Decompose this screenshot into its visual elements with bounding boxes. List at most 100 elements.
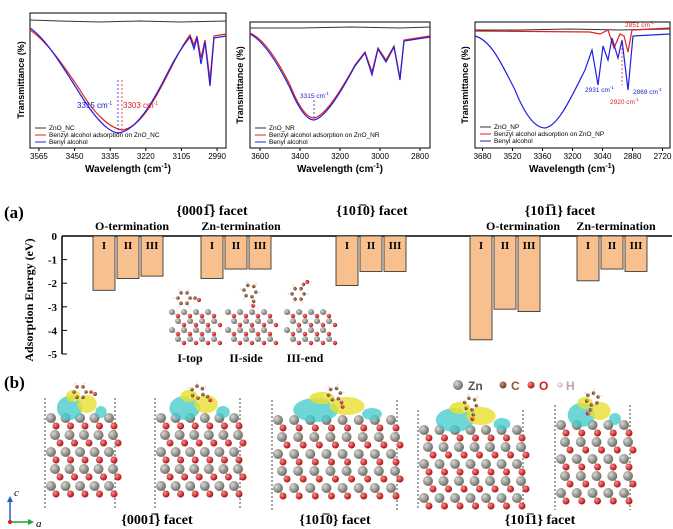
bar-label: I — [479, 240, 483, 252]
ftir-tick-label: 3360 — [534, 152, 552, 161]
ftir-np-tick-labels: 3680 3520 3360 3200 3040 2880 2720 — [474, 148, 672, 161]
svg-text:ZnO_NC: ZnO_NC — [49, 125, 75, 132]
y-tick-label: -3 — [48, 302, 58, 314]
svg-text:Benzyl alcohol adsorption on Z: Benzyl alcohol adsorption on ZnO_NP — [494, 131, 604, 138]
ftir-np-line-adsorbed — [474, 27, 671, 53]
ftir-nr-legend: ZnO_NR Benzyl alcohol adsorption on ZnO_… — [255, 125, 380, 146]
energy-bar — [200, 235, 224, 279]
energy-bar — [624, 235, 648, 272]
ftir-tick-label: 3520 — [504, 152, 522, 161]
bar-label: I — [586, 240, 590, 252]
termination-label-3: O-termination — [486, 219, 560, 233]
termination-label-2: Zn-termination — [201, 219, 281, 233]
axis-c-label: c — [14, 487, 19, 499]
ftir-nr-ylabel: Transmittance (%) — [235, 46, 245, 124]
svg-text:O: O — [539, 379, 548, 393]
y-tick-label: -2 — [48, 278, 58, 290]
ftir-nc-tick-labels: 3565 3450 3335 3220 3105 2990 — [30, 148, 227, 161]
slab-structure — [417, 393, 530, 510]
ftir-tick-label: 3040 — [594, 152, 612, 161]
facet-label-b-3: {101̅1} facet — [505, 512, 576, 528]
bar-label: II — [232, 240, 241, 252]
inset-structure-i-top — [169, 288, 223, 346]
ftir-tick-label: 3450 — [66, 152, 84, 161]
ftir-nc-line-zno — [29, 19, 227, 23]
inset-label-2: II-side — [229, 351, 263, 365]
slab-structure — [154, 381, 247, 510]
energy-bar — [335, 235, 359, 286]
inset-structures — [169, 280, 338, 346]
ftir-nr-xlabel: Wavelength (cm-1) — [297, 163, 383, 175]
bar-label: III — [146, 240, 159, 252]
ftir-tick-label: 3680 — [474, 152, 492, 161]
ftir-tick-label: 3200 — [564, 152, 582, 161]
inset-label-3: III-end — [287, 351, 324, 365]
slab-structure — [271, 383, 404, 510]
ftir-nc-annot-2: 3303 cm-1 — [123, 101, 158, 110]
inset-structure-iii-end — [284, 280, 338, 346]
ftir-tick-label: 3200 — [331, 152, 349, 161]
ftir-np-xlabel: Wavelength (cm-1) — [529, 163, 615, 175]
ftir-tick-label: 3565 — [30, 152, 48, 161]
svg-text:Benyl alcohol: Benyl alcohol — [269, 139, 308, 146]
ftir-tick-label: 2800 — [411, 152, 429, 161]
svg-text:ZnO_NP: ZnO_NP — [494, 124, 519, 131]
bar-label: III — [389, 240, 402, 252]
svg-text:Benyl alcohol: Benyl alcohol — [49, 139, 88, 146]
y-tick-label: -1 — [48, 255, 57, 267]
ftir-nc-xlabel: Wavelength (cm-1) — [85, 163, 171, 175]
facet-title-3: {101̅1} facet — [525, 203, 596, 219]
energy-bar — [576, 235, 600, 282]
slab-structures — [44, 381, 637, 510]
ftir-nc-line-adsorbed — [29, 29, 227, 131]
bar-label: II — [608, 240, 617, 252]
ftir-nc-line-benzyl — [29, 27, 227, 134]
svg-text:ZnO_NR: ZnO_NR — [269, 125, 295, 132]
ftir-nc-annot-1: 3315 cm-1 — [77, 101, 112, 110]
energy-bar — [600, 235, 624, 270]
bar-label: I — [210, 240, 214, 252]
ftir-nr-line-benzyl — [249, 33, 431, 121]
energy-bar — [469, 235, 493, 341]
axis-a-label: a — [36, 518, 42, 529]
facet-title-1: {0001̅} facet — [176, 203, 248, 219]
termination-label-4: Zn-termination — [576, 219, 656, 233]
svg-text:Benyl alcohol: Benyl alcohol — [494, 138, 533, 145]
svg-text:Zn: Zn — [468, 379, 483, 393]
ftir-tick-label: 3400 — [291, 152, 309, 161]
energy-bar — [224, 235, 248, 270]
charge-density-panel: (b) Zn C O H c a {0001̅} facet {101̅0} f… — [4, 373, 637, 529]
energy-bar — [248, 235, 272, 270]
ftir-panel-nc: 3315 cm-1 3303 cm-1 ZnO_NC Benzyl alcoho… — [16, 12, 227, 175]
svg-text:C: C — [511, 379, 520, 393]
panel-a-label: (a) — [4, 203, 24, 222]
energy-bar — [517, 235, 541, 312]
atom-legend: Zn C O H — [453, 379, 575, 393]
ftir-tick-label: 3600 — [251, 152, 269, 161]
ftir-tick-label: 3220 — [137, 152, 155, 161]
ftir-np-annot-1: 2851 cm-1 — [625, 20, 654, 29]
ftir-tick-label: 3000 — [371, 152, 389, 161]
ftir-nc-legend: ZnO_NC Benzyl alcohol adsorption on ZnO_… — [35, 125, 160, 146]
ftir-nr-tick-labels: 3600 3400 3200 3000 2800 — [251, 148, 429, 161]
energy-bar — [383, 235, 407, 272]
ftir-tick-label: 3105 — [173, 152, 191, 161]
bar-label: III — [523, 240, 536, 252]
energy-bar — [140, 235, 164, 277]
ftir-nr-line-zno — [250, 26, 431, 29]
energy-bar — [116, 235, 140, 279]
axis-triad: c a — [7, 487, 42, 529]
bar-label: I — [102, 240, 106, 252]
y-tick-label: -5 — [48, 349, 58, 361]
energy-bar — [359, 235, 383, 272]
ftir-tick-label: 2990 — [208, 152, 226, 161]
svg-text:Benzyl alcohol adsorption on Z: Benzyl alcohol adsorption on ZnO_NC — [49, 132, 160, 139]
ftir-panel-np: 2851 cm-1 2931 cm-1 2920 cm-1 2869 cm-1 … — [460, 20, 672, 175]
ftir-nc-ylabel: Transmittance (%) — [16, 41, 26, 119]
bar-label: II — [124, 240, 133, 252]
inset-structure-ii-side — [225, 280, 279, 346]
ftir-np-ylabel: Transmittance (%) — [460, 46, 470, 124]
y-tick-label: 0 — [52, 231, 58, 243]
ftir-np-annot-2: 2931 cm-1 — [585, 85, 614, 94]
